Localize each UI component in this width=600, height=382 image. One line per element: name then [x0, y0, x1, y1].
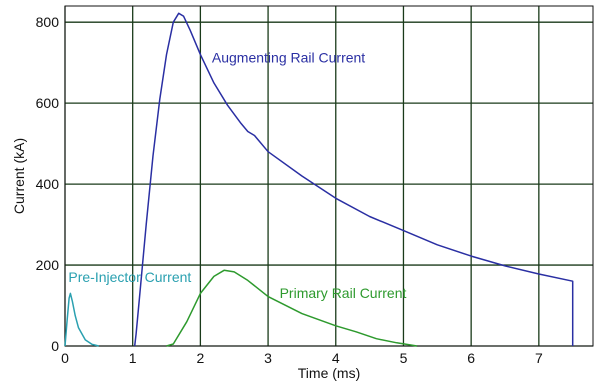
x-tick-label: 3: [264, 350, 272, 366]
x-tick-label: 7: [535, 350, 543, 366]
x-tick-label: 0: [61, 350, 69, 366]
x-tick-label: 4: [332, 350, 340, 366]
y-tick-label: 0: [51, 338, 59, 354]
x-tick-label: 1: [129, 350, 137, 366]
pre-injector-current-line: [64, 292, 99, 347]
primary-rail-current-line: [166, 269, 418, 347]
y-tick-labels: 0 200 400 600 800: [36, 14, 60, 354]
x-tick-label: 5: [400, 350, 408, 366]
x-tick-label: 2: [196, 350, 204, 366]
y-tick-label: 800: [36, 14, 60, 30]
augmenting-rail-current-label: Augmenting Rail Current: [212, 50, 365, 66]
primary-rail-current-label: Primary Rail Current: [280, 285, 407, 301]
plot-frame: [64, 5, 594, 347]
y-tick-label: 400: [36, 176, 60, 192]
pre-injector-current-label: Pre-Injector Current: [68, 269, 191, 285]
y-tick-label: 600: [36, 95, 60, 111]
series-group: [64, 12, 574, 347]
x-tick-labels: 0 1 2 3 4 5 6 7: [61, 350, 543, 366]
x-tick-label: 6: [467, 350, 475, 366]
y-tick-label: 200: [36, 257, 60, 273]
augmenting-rail-current-line: [133, 12, 574, 347]
x-axis-title: Time (ms): [298, 365, 360, 381]
y-axis-title: Current (kA): [11, 138, 27, 214]
